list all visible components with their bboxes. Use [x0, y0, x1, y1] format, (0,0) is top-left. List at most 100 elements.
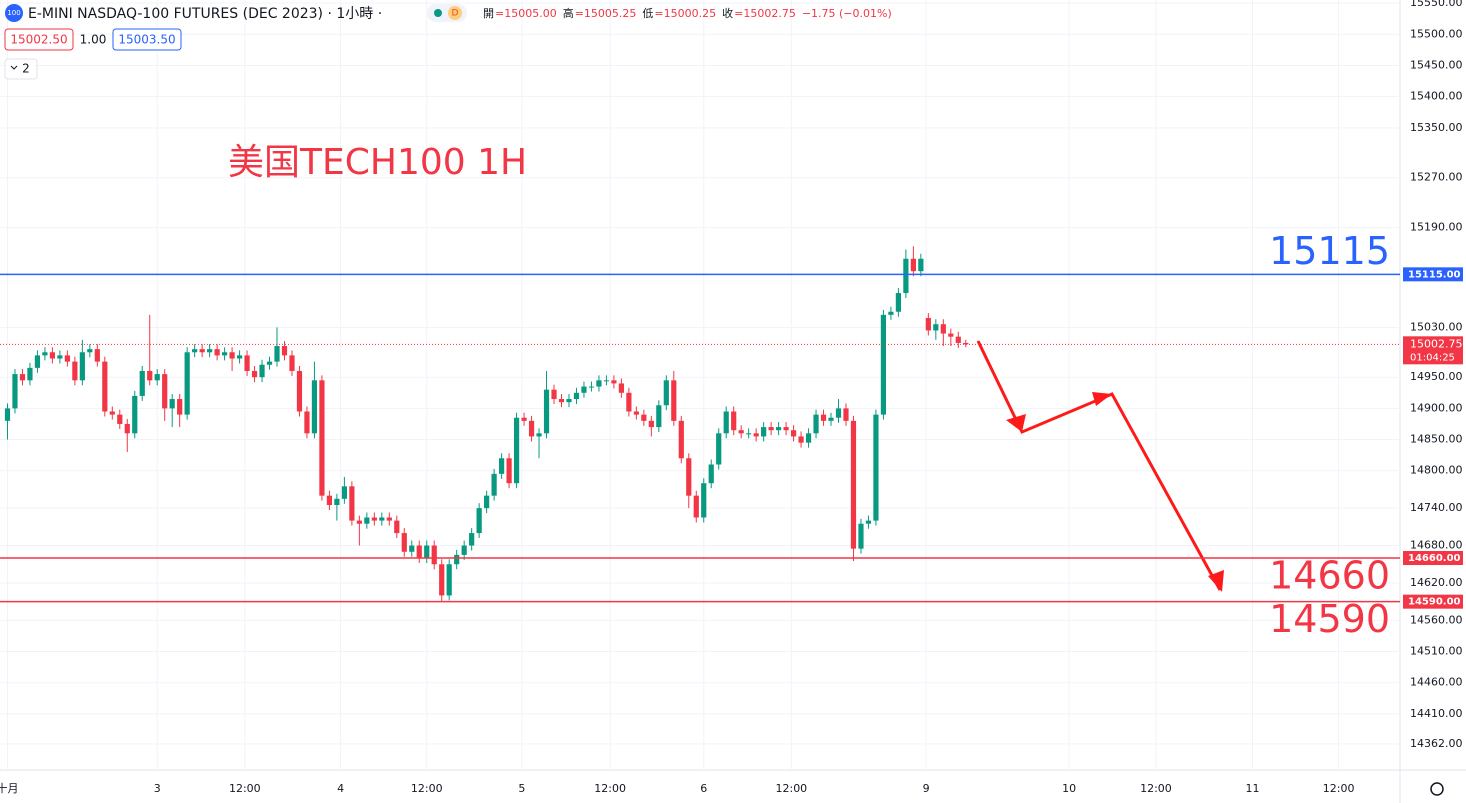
candle-body — [588, 386, 595, 388]
candle-body — [895, 293, 901, 312]
x-tick-label: 12:00 — [775, 782, 807, 795]
candle-body — [708, 464, 714, 484]
candle-body — [207, 349, 213, 353]
y-tick-label: 14510.00 — [1410, 645, 1463, 658]
logo-text: 100 — [7, 9, 20, 17]
candle-body — [753, 433, 759, 437]
ohlc-label: 高 — [563, 6, 574, 20]
candle-body — [641, 414, 647, 421]
candle-body — [72, 361, 78, 381]
candle-body — [401, 533, 407, 552]
spread: 1.00 — [80, 33, 107, 47]
y-tick-label: 14900.00 — [1410, 401, 1463, 414]
candle-body — [776, 427, 782, 431]
candle-body — [648, 420, 654, 428]
level-label: 14590 — [1269, 597, 1390, 641]
candle-body — [731, 411, 737, 431]
x-tick-label: 3 — [154, 782, 161, 795]
x-tick-label: 12:00 — [1323, 782, 1355, 795]
x-tick-label: 5 — [518, 782, 525, 795]
symbol[interactable]: E-MINI NASDAQ-100 FUTURES (DEC 2023) · 1… — [28, 6, 382, 22]
candle-body — [573, 392, 580, 400]
y-tick-label: 15270.00 — [1410, 171, 1463, 184]
candle-body — [431, 545, 437, 565]
candle-body — [543, 389, 550, 434]
candle-body — [364, 517, 370, 524]
ohlc-value: =15005.00 — [495, 7, 557, 20]
candle-body — [918, 258, 924, 272]
candle-body — [948, 333, 954, 337]
candle-body — [865, 520, 872, 524]
last-price-label: 15002.75 — [1410, 337, 1463, 350]
y-tick-label: 15400.00 — [1410, 90, 1463, 103]
candle-body — [581, 386, 587, 393]
bid-box[interactable] — [4, 28, 74, 51]
y-tick-label: 14410.00 — [1410, 707, 1463, 720]
candle-body — [820, 414, 827, 421]
candle-body — [499, 458, 505, 474]
x-tick-label: 12:00 — [594, 782, 626, 795]
candle-body — [835, 408, 842, 418]
candle-body — [783, 427, 789, 431]
candle-body — [828, 417, 834, 421]
y-tick-label: 14460.00 — [1410, 676, 1463, 689]
candle-body — [379, 517, 385, 521]
candle-body — [229, 352, 235, 359]
candle-body — [416, 545, 422, 559]
candle-body — [850, 420, 857, 549]
candle-body — [221, 352, 228, 356]
y-tick-label: 15500.00 — [1410, 27, 1463, 40]
candle-body — [266, 361, 273, 365]
ohlc-label: 低 — [642, 7, 653, 20]
candle-body — [236, 355, 243, 359]
x-tick-label: 11 — [1246, 782, 1260, 795]
level-axis-label: 15115.00 — [1408, 269, 1461, 280]
candle-body — [349, 486, 355, 521]
candle-body — [124, 423, 130, 434]
candle-body — [184, 352, 190, 415]
candle-body — [319, 380, 325, 496]
candle-body — [19, 374, 26, 381]
ask-box[interactable] — [112, 28, 182, 51]
logo — [5, 4, 23, 22]
candle-body — [281, 346, 288, 356]
x-tick-label: 12:00 — [1140, 782, 1172, 795]
y-tick-label: 14850.00 — [1410, 433, 1463, 446]
arrow-head — [1092, 392, 1112, 406]
candle-body — [371, 517, 377, 521]
plot — [4, 246, 969, 602]
candle-body — [551, 389, 557, 400]
grid — [0, 0, 1400, 770]
settings[interactable] — [1430, 782, 1444, 796]
ohlc-value: =15002.75 — [734, 7, 796, 20]
candle-body — [603, 380, 610, 382]
indicator-toggle[interactable] — [4, 58, 38, 80]
level-badge — [1403, 551, 1463, 566]
y-tick-label: 14620.00 — [1410, 576, 1463, 589]
candle-body — [678, 420, 684, 459]
candle-body — [154, 374, 160, 381]
candle-body — [513, 417, 520, 484]
candle-body — [813, 414, 819, 434]
candle-body — [716, 433, 722, 465]
y-tick-label: 14950.00 — [1410, 370, 1463, 383]
candle-body — [132, 395, 138, 434]
countdown: 01:04:25 — [1410, 352, 1455, 363]
candle-body — [386, 517, 392, 521]
level-axis-label: 14660.00 — [1408, 553, 1461, 564]
candle-body — [671, 380, 677, 421]
candle-body — [461, 545, 467, 555]
candle-body — [536, 433, 542, 437]
ohlc-value: =15005.25 — [575, 7, 637, 20]
candle-body — [738, 430, 744, 434]
candle-body — [723, 411, 729, 434]
x-tick-label: 6 — [700, 782, 707, 795]
candle-body — [558, 399, 565, 403]
y-tick-label: 15030.00 — [1410, 320, 1463, 333]
x-tick-label: 12:00 — [229, 782, 261, 795]
candle-body — [177, 399, 183, 415]
candle-body — [394, 520, 400, 534]
candle-body — [933, 324, 939, 331]
candle-body — [311, 380, 318, 434]
